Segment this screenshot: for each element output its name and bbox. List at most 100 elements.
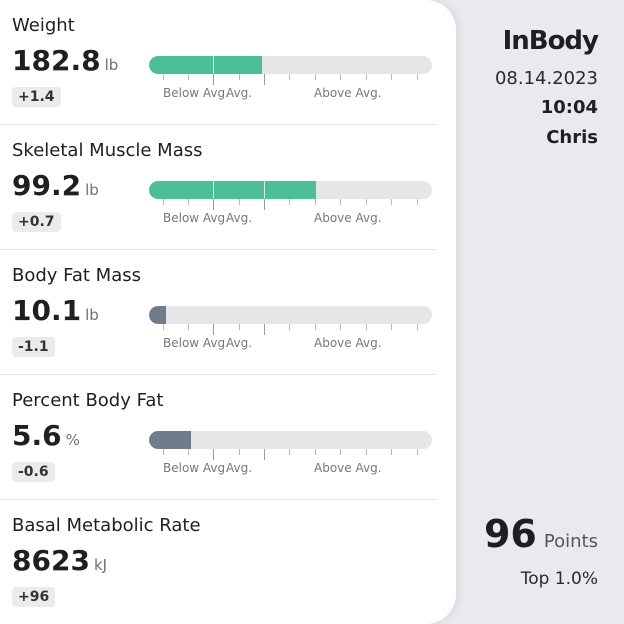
scale-tick (391, 199, 392, 205)
scale-tick (188, 324, 189, 330)
scale-label-below: Below Avg. (163, 86, 229, 100)
level-bar-fill (149, 306, 166, 324)
scale-tick (213, 449, 214, 460)
metric-row-basal-metabolic-rate[interactable]: Basal Metabolic Rate 8623 kJ +96 (0, 500, 436, 624)
metric-value: 10.1 lb (12, 294, 99, 327)
scale-tick (315, 324, 316, 330)
metric-value: 99.2 lb (12, 169, 99, 202)
scale-tick (188, 74, 189, 80)
metric-unit: % (65, 431, 80, 449)
scale-tick (239, 199, 240, 205)
scale-label-above: Above Avg. (314, 211, 382, 225)
scale-tick (289, 199, 290, 205)
session-time: 10:04 (540, 97, 598, 118)
scale-tick (340, 74, 341, 80)
metric-unit: lb (85, 306, 99, 324)
metric-number: 99.2 (12, 169, 82, 202)
scale-label-avg: Avg. (226, 461, 253, 475)
scale-tick (366, 324, 367, 330)
metric-row-body-fat-mass[interactable]: Body Fat Mass 10.1 lb -1.1 Below Avg. Avg… (0, 250, 436, 375)
scale-tick (289, 74, 290, 80)
inbody-logo: InBody (502, 26, 599, 56)
scale-label-below: Below Avg. (163, 211, 229, 225)
scale-tick (417, 74, 418, 80)
metric-name: Body Fat Mass (12, 265, 141, 286)
scale-tick (391, 324, 392, 330)
metric-name: Basal Metabolic Rate (12, 515, 201, 536)
delta-badge: -0.6 (12, 462, 55, 482)
scale-label-avg: Avg. (226, 86, 253, 100)
scale-tick (289, 324, 290, 330)
scale-tick (163, 74, 164, 80)
score-unit: Points (543, 531, 598, 552)
scale-label-below: Below Avg. (163, 461, 229, 475)
scale-tick (264, 199, 265, 210)
metric-number: 8623 (12, 544, 90, 577)
metric-value: 8623 kJ (12, 544, 107, 577)
delta-badge: +1.4 (12, 87, 61, 107)
scale-label-avg: Avg. (226, 211, 253, 225)
scale-tick (239, 74, 240, 80)
scale-tick (289, 449, 290, 455)
scale-tick (340, 199, 341, 205)
scale-tick (163, 324, 164, 330)
metric-number: 5.6 (12, 419, 62, 452)
delta-badge: -1.1 (12, 337, 55, 357)
metric-unit: kJ (93, 556, 108, 574)
scale-ticks (149, 74, 432, 86)
scale-tick (417, 449, 418, 455)
metric-unit: lb (85, 181, 99, 199)
scale-tick (340, 324, 341, 330)
score-display: 96 Points (484, 512, 598, 556)
metric-unit: lb (104, 56, 119, 74)
scale-tick (163, 199, 164, 205)
metric-row-percent-body-fat[interactable]: Percent Body Fat 5.6% -0.6 Below Avg. Av… (0, 375, 436, 500)
scale-tick (391, 74, 392, 80)
scale-tick (366, 199, 367, 205)
scale-tick (213, 324, 214, 335)
bar-segment-divider (213, 56, 214, 74)
scale-tick (417, 199, 418, 205)
scale-tick (188, 449, 189, 455)
scale-tick (188, 199, 189, 205)
user-name: Chris (546, 127, 598, 148)
scale-tick (264, 324, 265, 335)
scale-tick (163, 449, 164, 455)
scale-tick (213, 199, 214, 210)
level-bar-fill (149, 181, 316, 199)
scale-tick (239, 449, 240, 455)
level-bar-fill (149, 56, 262, 74)
level-bar (149, 431, 432, 449)
scale-label-avg: Avg. (226, 336, 253, 350)
scale-tick (391, 449, 392, 455)
scale-tick (417, 324, 418, 330)
session-date: 08.14.2023 (494, 68, 598, 89)
metric-number: 10.1 (12, 294, 82, 327)
level-bar (149, 306, 432, 324)
scale-ticks (149, 449, 432, 461)
scale-tick (213, 74, 214, 85)
metric-row-weight[interactable]: Weight 182.8 lb +1.4 Below Avg. Avg. Abov… (0, 0, 436, 125)
metric-number: 182.8 (12, 44, 101, 77)
scale-label-below: Below Avg. (163, 336, 229, 350)
scale-tick (264, 74, 265, 85)
metric-row-skeletal-muscle-mass[interactable]: Skeletal Muscle Mass 99.2 lb +0.7 Below A… (0, 125, 436, 250)
metric-name: Percent Body Fat (12, 390, 164, 411)
scale-label-above: Above Avg. (314, 86, 382, 100)
scale-tick (264, 449, 265, 460)
level-bar (149, 56, 432, 74)
metric-value: 182.8 lb (12, 44, 118, 77)
scale-tick (366, 449, 367, 455)
score-rank: Top 1.0% (520, 569, 598, 589)
scale-label-above: Above Avg. (314, 336, 382, 350)
metric-name: Weight (12, 15, 75, 36)
scale-tick (340, 449, 341, 455)
level-bar (149, 181, 432, 199)
scale-ticks (149, 199, 432, 211)
bar-segment-divider (264, 181, 265, 199)
metric-value: 5.6% (12, 419, 80, 452)
scale-ticks (149, 324, 432, 336)
bar-segment-divider (213, 181, 214, 199)
scale-tick (315, 199, 316, 205)
metric-name: Skeletal Muscle Mass (12, 140, 203, 161)
